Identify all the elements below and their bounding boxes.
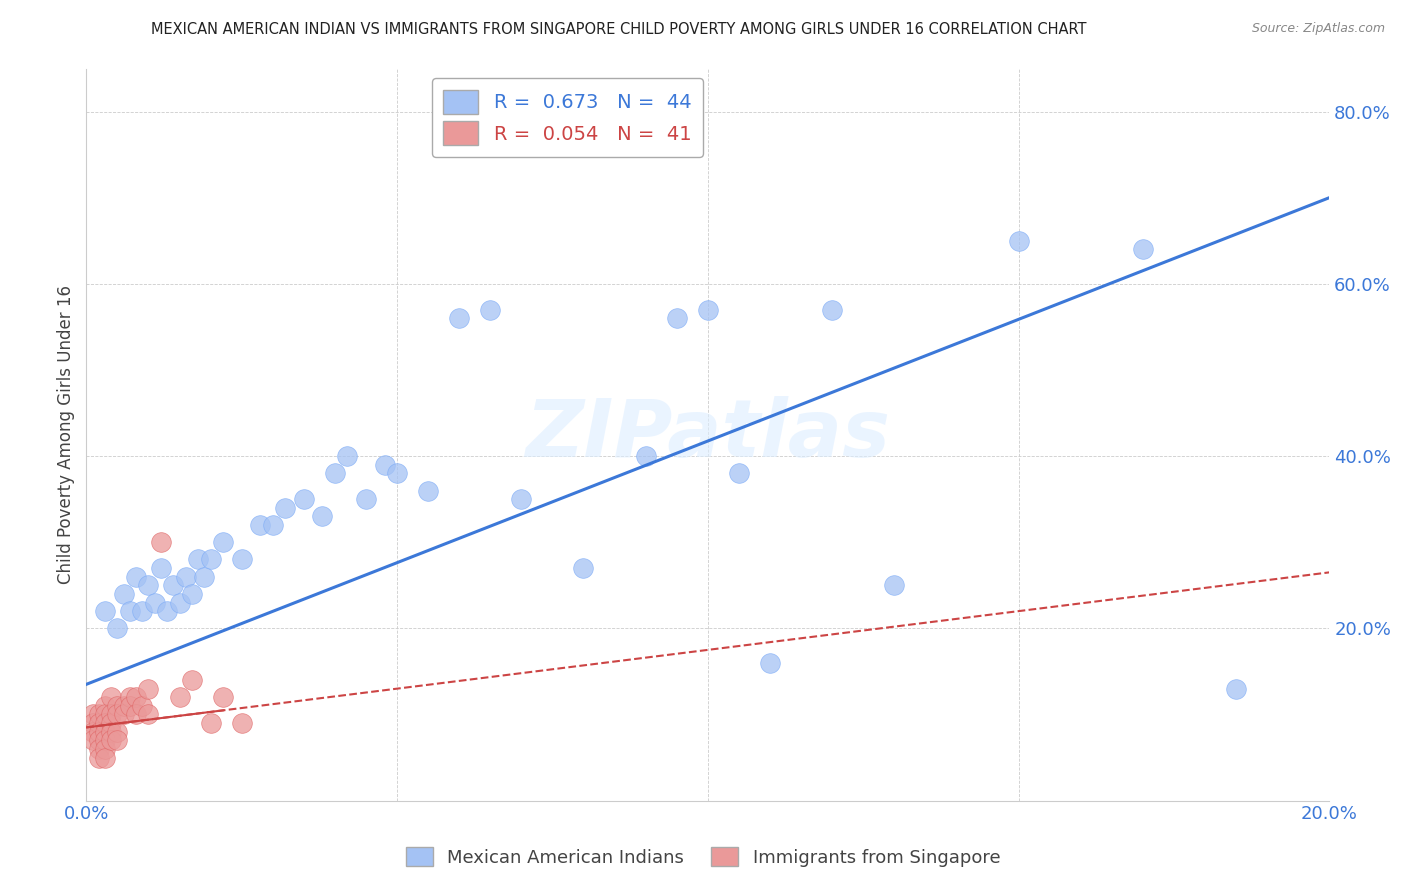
Legend: Mexican American Indians, Immigrants from Singapore: Mexican American Indians, Immigrants fro…	[398, 840, 1008, 874]
Point	[94, 716, 117, 731]
Point	[125, 707, 148, 722]
Point	[87, 724, 110, 739]
Point	[149, 535, 172, 549]
Point	[87, 742, 110, 756]
Point	[82, 716, 104, 731]
Point	[821, 302, 844, 317]
Point	[138, 707, 160, 722]
Point	[100, 690, 122, 705]
Point	[105, 698, 128, 713]
Point	[138, 681, 160, 696]
Point	[231, 716, 253, 731]
Point	[883, 578, 905, 592]
Point	[572, 561, 595, 575]
Point	[169, 690, 191, 705]
Point	[727, 467, 749, 481]
Point	[416, 483, 439, 498]
Point	[212, 690, 235, 705]
Point	[94, 604, 117, 618]
Point	[87, 733, 110, 747]
Point	[311, 509, 333, 524]
Point	[100, 724, 122, 739]
Point	[112, 698, 135, 713]
Point	[169, 595, 191, 609]
Point	[385, 467, 408, 481]
Point	[187, 552, 209, 566]
Y-axis label: Child Poverty Among Girls Under 16: Child Poverty Among Girls Under 16	[58, 285, 75, 584]
Legend: R =  0.673   N =  44, R =  0.054   N =  41: R = 0.673 N = 44, R = 0.054 N = 41	[432, 78, 703, 157]
Point	[82, 724, 104, 739]
Point	[262, 518, 284, 533]
Point	[105, 724, 128, 739]
Point	[131, 604, 153, 618]
Point	[112, 707, 135, 722]
Point	[105, 707, 128, 722]
Point	[118, 690, 141, 705]
Point	[105, 621, 128, 635]
Point	[200, 716, 222, 731]
Point	[87, 707, 110, 722]
Point	[323, 467, 346, 481]
Point	[336, 449, 359, 463]
Point	[118, 604, 141, 618]
Point	[94, 742, 117, 756]
Point	[82, 707, 104, 722]
Point	[759, 656, 782, 670]
Point	[274, 500, 297, 515]
Point	[138, 578, 160, 592]
Point	[87, 716, 110, 731]
Point	[174, 570, 197, 584]
Point	[212, 535, 235, 549]
Point	[94, 750, 117, 764]
Point	[87, 750, 110, 764]
Point	[249, 518, 271, 533]
Point	[510, 492, 533, 507]
Point	[162, 578, 184, 592]
Point	[181, 587, 204, 601]
Point	[292, 492, 315, 507]
Point	[94, 707, 117, 722]
Point	[94, 733, 117, 747]
Point	[125, 690, 148, 705]
Point	[100, 733, 122, 747]
Point	[118, 698, 141, 713]
Point	[112, 587, 135, 601]
Point	[665, 311, 688, 326]
Text: MEXICAN AMERICAN INDIAN VS IMMIGRANTS FROM SINGAPORE CHILD POVERTY AMONG GIRLS U: MEXICAN AMERICAN INDIAN VS IMMIGRANTS FR…	[150, 22, 1087, 37]
Point	[125, 570, 148, 584]
Text: Source: ZipAtlas.com: Source: ZipAtlas.com	[1251, 22, 1385, 36]
Point	[82, 733, 104, 747]
Point	[479, 302, 502, 317]
Point	[94, 698, 117, 713]
Point	[156, 604, 179, 618]
Point	[449, 311, 471, 326]
Point	[374, 458, 396, 472]
Point	[200, 552, 222, 566]
Point	[1225, 681, 1247, 696]
Point	[696, 302, 718, 317]
Point	[100, 716, 122, 731]
Point	[100, 707, 122, 722]
Point	[1007, 234, 1029, 248]
Point	[181, 673, 204, 687]
Point	[131, 698, 153, 713]
Text: ZIPatlas: ZIPatlas	[526, 395, 890, 474]
Point	[149, 561, 172, 575]
Point	[354, 492, 377, 507]
Point	[193, 570, 215, 584]
Point	[1132, 243, 1154, 257]
Point	[94, 724, 117, 739]
Point	[231, 552, 253, 566]
Point	[634, 449, 657, 463]
Point	[143, 595, 166, 609]
Point	[105, 733, 128, 747]
